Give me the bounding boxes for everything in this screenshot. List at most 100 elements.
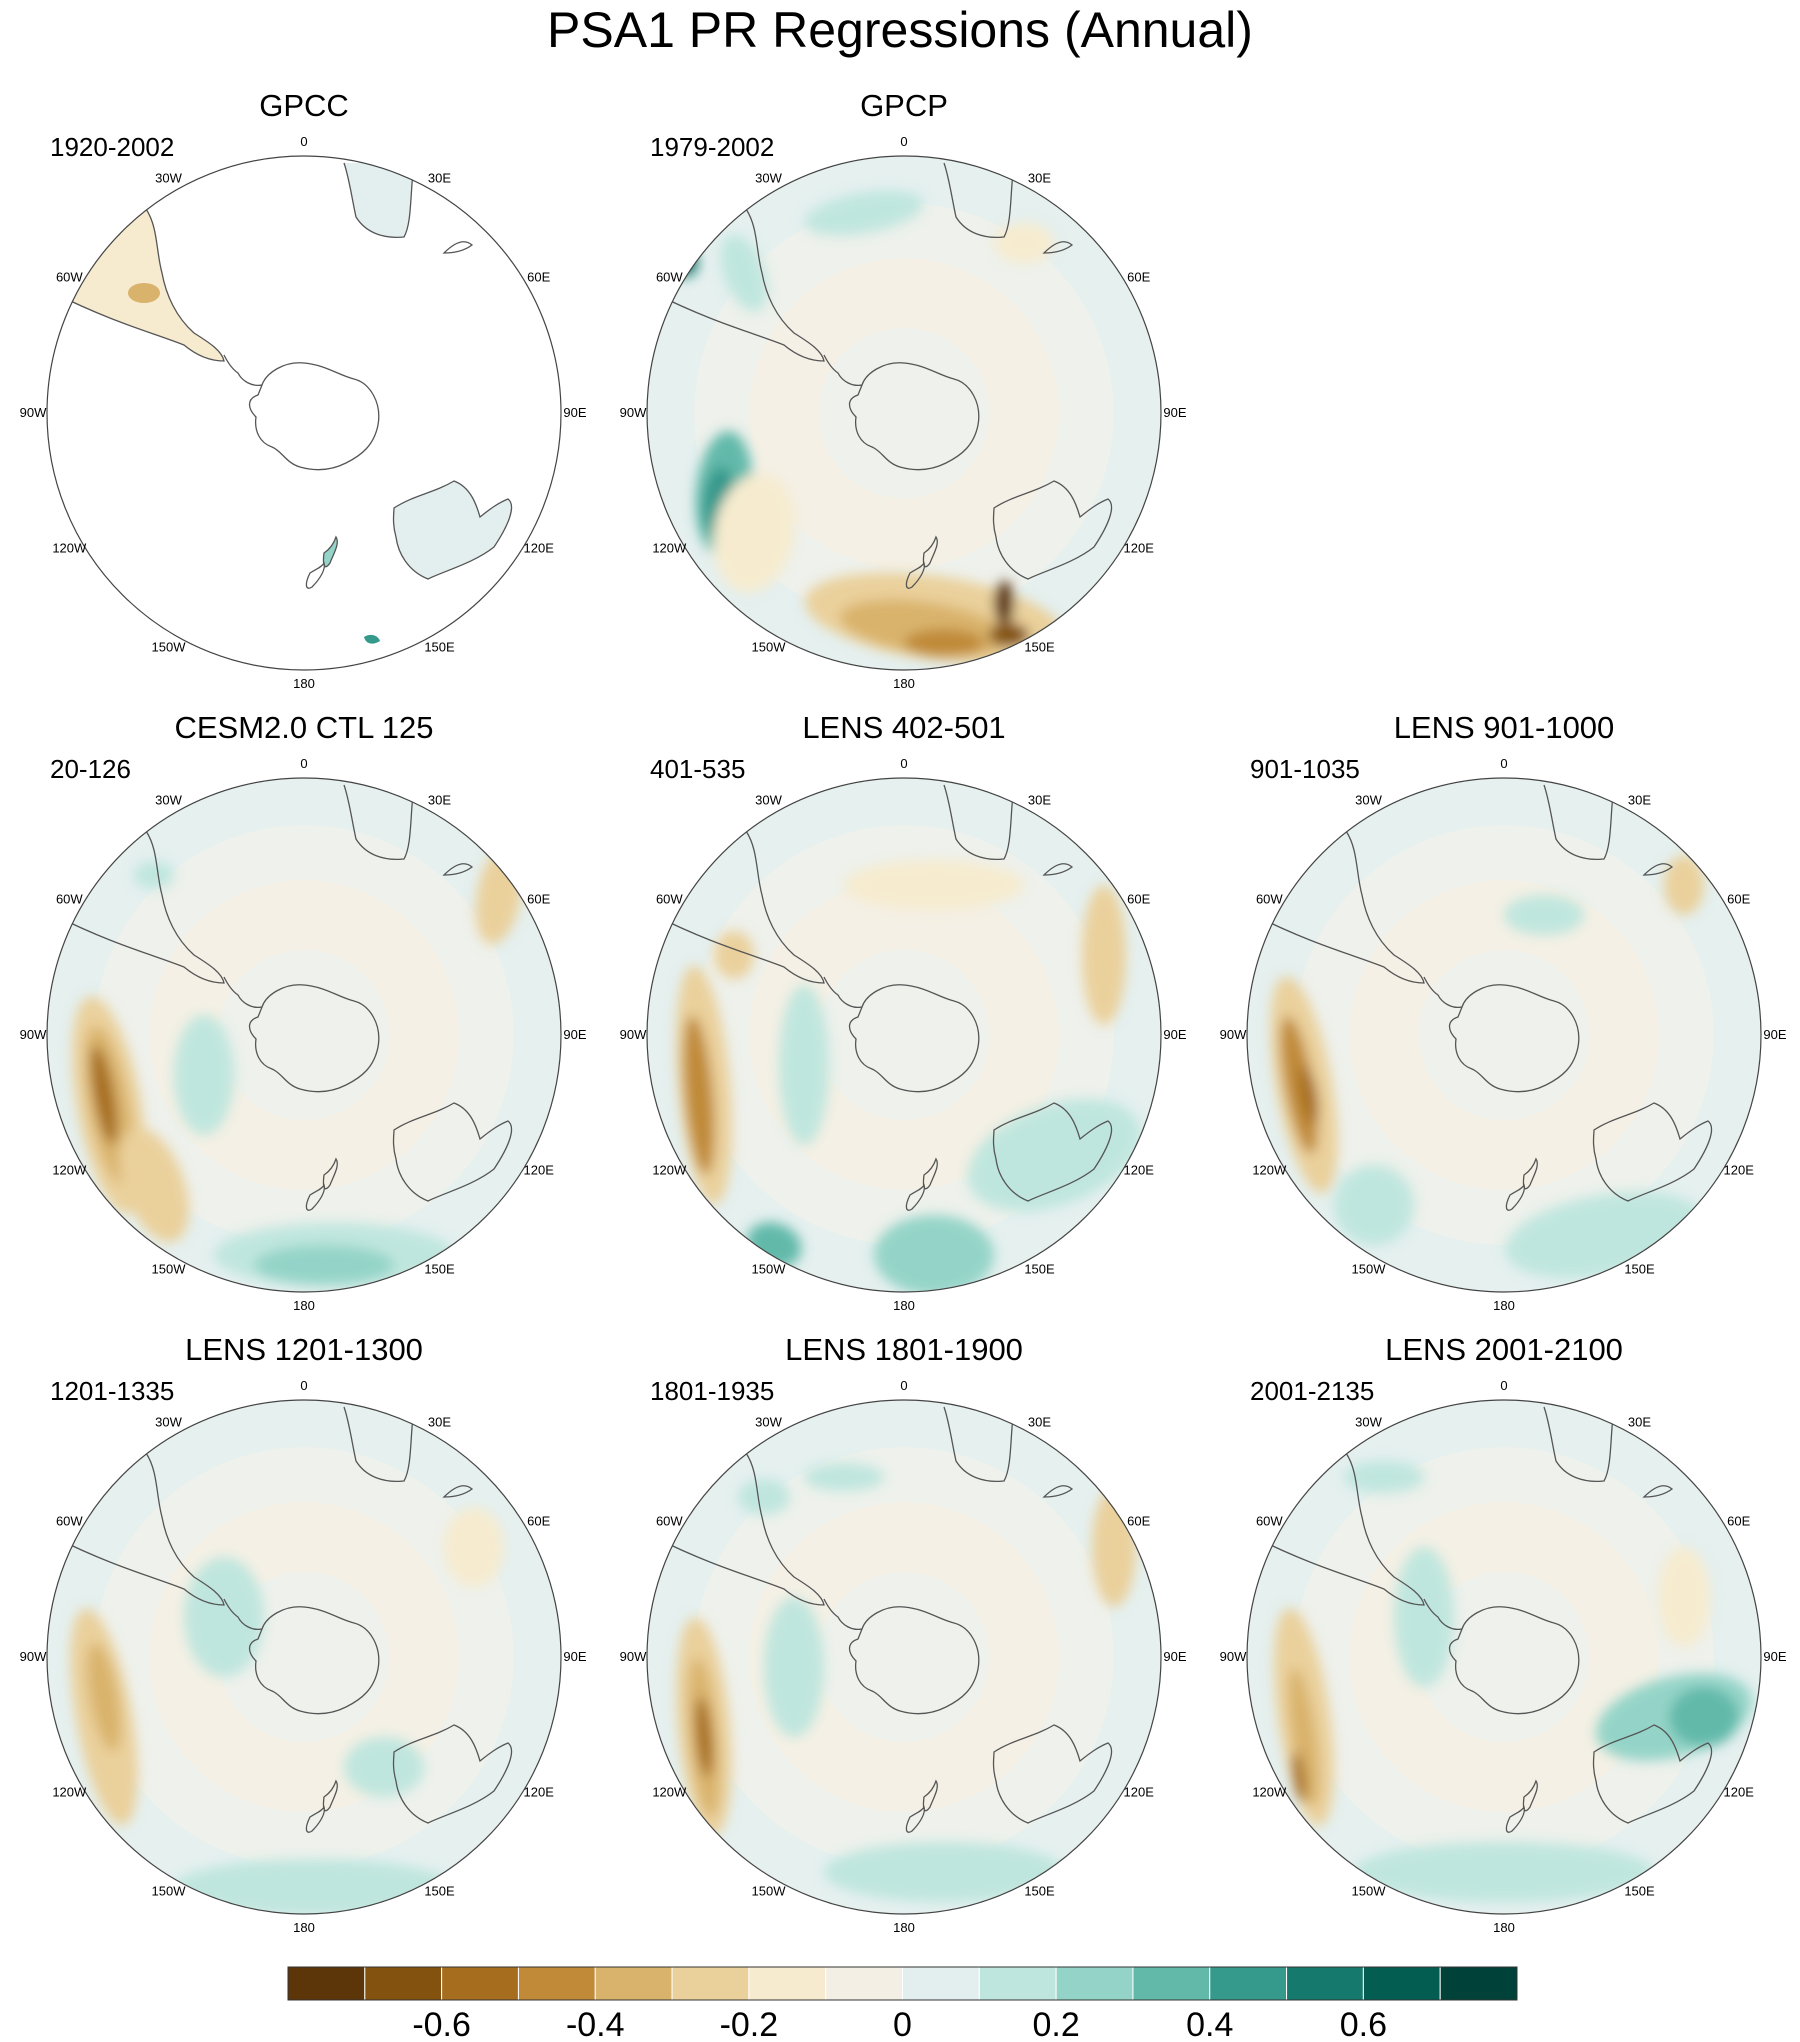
coastline-madagascar — [1642, 1485, 1674, 1498]
coastline-antarctic-peninsula — [1423, 1598, 1463, 1631]
anomaly-patch — [1082, 885, 1126, 1025]
coastline-madagascar — [442, 241, 474, 254]
longitude-label: 90E — [1763, 1027, 1786, 1042]
coastline-australia — [992, 1724, 1113, 1824]
coastline-antarctic-peninsula — [1423, 976, 1463, 1009]
map-frame — [46, 777, 562, 1293]
longitude-label: 90W — [20, 1649, 47, 1664]
longitude-label: 90W — [620, 1027, 647, 1042]
coastline-antarctica — [248, 362, 380, 471]
longitude-label: 120E — [524, 541, 555, 556]
colorbar-swatch — [671, 1966, 750, 2001]
longitude-label: 150W — [752, 640, 787, 655]
coastline-madagascar — [442, 863, 474, 876]
longitude-label: 150E — [1624, 1884, 1655, 1899]
anomaly-patch — [1344, 1461, 1424, 1493]
longitude-label: 120E — [1724, 1785, 1755, 1800]
anomaly-patch — [994, 223, 1054, 263]
longitude-label: 180 — [893, 676, 915, 691]
anomaly-patch — [87, 1642, 121, 1752]
colorbar-tick-label: 0.6 — [1340, 2006, 1387, 2042]
coastline-africa — [943, 162, 1015, 239]
longitude-label: 120E — [524, 1785, 555, 1800]
land-field — [344, 163, 414, 238]
anomaly-patch — [1664, 855, 1704, 915]
anomaly-patch — [824, 1842, 1064, 1902]
colorbar-swatch — [748, 1966, 827, 2001]
anomaly-patch — [874, 1215, 994, 1292]
anomaly-patch — [1299, 1065, 1319, 1125]
coastline-australia — [392, 1724, 513, 1824]
longitude-label: 90W — [620, 1649, 647, 1664]
longitude-label: 90W — [1220, 1649, 1247, 1664]
longitude-label: 30E — [1028, 170, 1051, 185]
longitude-label: 150W — [152, 1262, 187, 1277]
map-panel-lens-1201: LENS 1201-1300 1201-1335 0 30E 60E 90E 120E 1… — [20, 1332, 587, 1935]
longitude-label: 0 — [300, 134, 307, 149]
field-anomalies — [70, 1507, 504, 1914]
longitude-label: 150W — [152, 1884, 187, 1899]
coastlines — [653, 162, 1113, 589]
panel-period-label: 1920-2002 — [50, 132, 175, 162]
longitude-label: 90E — [563, 405, 586, 420]
longitude-label: 120W — [652, 1785, 687, 1800]
map-panel-gpcp: GPCP 1979-2002 0 30E 60E 90E 120E 150E 180 150W… — [620, 88, 1187, 691]
anomaly-patch — [904, 629, 984, 657]
field-layer — [1247, 1400, 1761, 1914]
coastline-south-america — [53, 1452, 225, 1606]
colorbar-swatch — [1055, 1966, 1134, 2001]
panel-period-label: 1201-1335 — [50, 1376, 175, 1406]
anomaly-patch — [1354, 1842, 1654, 1902]
longitude-label: 90W — [1220, 1027, 1247, 1042]
coastline-africa — [1543, 1406, 1615, 1483]
field-anomalies — [670, 190, 1063, 664]
longitude-label: 150W — [752, 1262, 787, 1277]
field-layer — [47, 156, 561, 670]
map-frame — [46, 1399, 562, 1915]
colorbar-tick-label: -0.2 — [720, 2006, 779, 2042]
longitude-label: 60W — [656, 892, 683, 907]
colorbar-swatch — [1362, 1966, 1441, 2001]
panel-title: LENS 1801-1900 — [785, 1332, 1023, 1367]
longitude-label: 90E — [1163, 1649, 1186, 1664]
longitude-label: 30W — [755, 170, 782, 185]
longitude-label: 120E — [1124, 1163, 1155, 1178]
anomaly-patch — [804, 1463, 884, 1491]
longitude-label: 150E — [1624, 1262, 1655, 1277]
coastline-antarctic-peninsula — [823, 976, 863, 1009]
panel-period-label: 2001-2135 — [1250, 1376, 1375, 1406]
anomaly-patch — [184, 1557, 264, 1677]
map-frame — [1246, 777, 1762, 1293]
longitude-label: 60W — [56, 892, 83, 907]
longitude-label: 90E — [1163, 1027, 1186, 1042]
field-layer — [647, 778, 1161, 1292]
longitude-label: 150E — [1024, 1884, 1055, 1899]
coastline-new-zealand — [305, 1183, 326, 1211]
longitude-label: 150W — [152, 640, 187, 655]
field-anomalies — [72, 845, 523, 1287]
longitude-label: 120W — [652, 1163, 687, 1178]
longitude-label: 0 — [900, 1378, 907, 1393]
coastline-south-america — [53, 208, 225, 362]
longitude-label: 30W — [1355, 1414, 1382, 1429]
polar-map: 0 30E 60E 90E 120E 150E 180 150W 120W 90W 60W 30W — [1220, 756, 1787, 1313]
longitude-label: 120W — [52, 1163, 87, 1178]
longitude-label: 150E — [424, 1884, 455, 1899]
field-background — [1247, 1400, 1761, 1914]
colorbar-swatch — [1286, 1966, 1364, 2001]
coastlines — [653, 1406, 1113, 1833]
coastline-new-zealand — [1505, 1805, 1526, 1833]
panel-title: CESM2.0 CTL 125 — [174, 710, 434, 745]
longitude-label: 180 — [893, 1298, 915, 1313]
map-panel-lens-901: LENS 901-1000 901-1035 0 30E 60E 90E 120E 150… — [1220, 710, 1787, 1313]
longitude-label: 150W — [1352, 1262, 1387, 1277]
anomaly-patch — [1504, 895, 1584, 935]
field-background — [47, 1400, 561, 1914]
panel-period-label: 1979-2002 — [650, 132, 775, 162]
coastline-antarctic-peninsula — [223, 976, 263, 1009]
longitude-label: 30E — [1028, 792, 1051, 807]
longitude-label: 60W — [1256, 892, 1283, 907]
polar-map: 0 30E 60E 90E 120E 150E 180 150W 120W 90W 60W 30W — [20, 134, 587, 691]
coastlines — [53, 784, 513, 1211]
coastline-south-america — [653, 208, 825, 362]
